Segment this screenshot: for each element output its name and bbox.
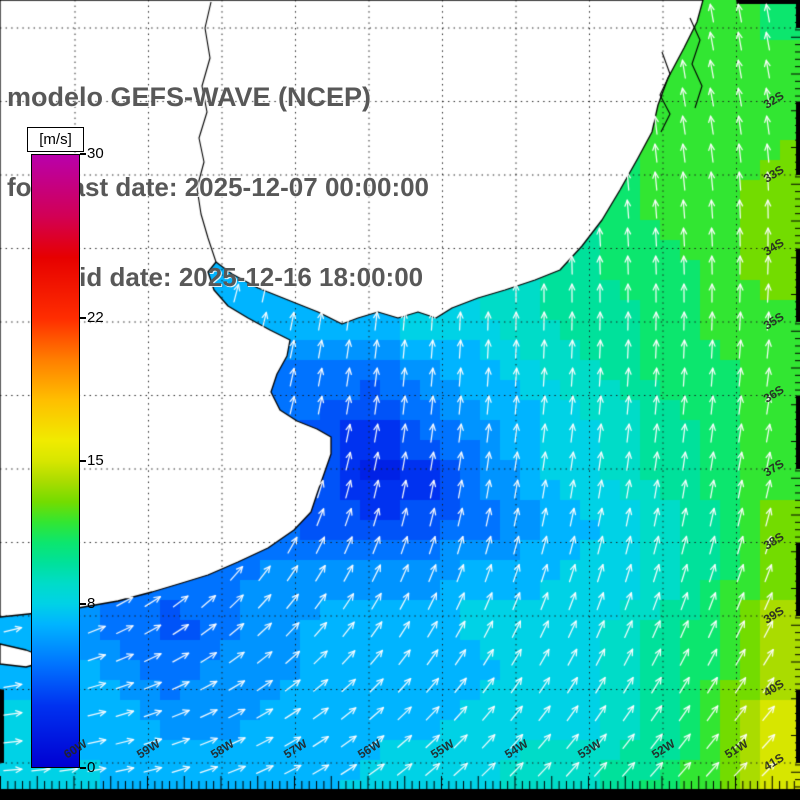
colorbar-tick-mark: [80, 460, 86, 462]
colorbar-tick-label: 0: [87, 759, 96, 776]
colorbar-tick-label: 22: [87, 308, 104, 326]
colorbar-tick-mark: [80, 603, 86, 606]
colorbar-tick-label: 30: [87, 145, 104, 162]
colorbar-tick-mark: [80, 316, 86, 319]
colorbar-gradient: [31, 154, 80, 768]
colorbar-tick-label: 15: [87, 452, 104, 469]
colorbar-tick-mark: [80, 153, 86, 155]
colorbar-tick-mark: [80, 767, 86, 769]
colorbar-tick-label: 8: [87, 595, 96, 613]
model-title: modelo GEFS-WAVE (NCEP): [7, 82, 372, 112]
colorbar-unit-label: [m/s]: [27, 127, 84, 152]
